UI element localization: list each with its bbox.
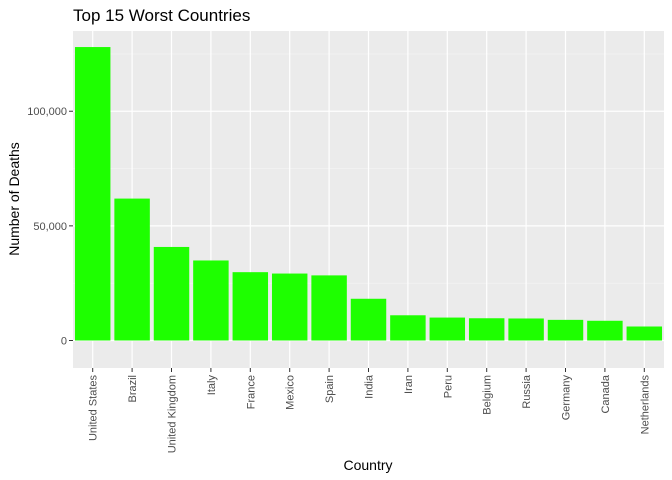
y-axis: 0 50,000 100,000 [27, 106, 73, 347]
x-tick-label: Peru [442, 375, 454, 398]
x-tick-label: France [245, 375, 257, 409]
bar [508, 318, 544, 341]
x-tick-label: United Kingdom [167, 375, 179, 453]
bar [74, 47, 111, 341]
bar [311, 275, 347, 341]
bar [547, 319, 584, 341]
x-axis-title: Country [343, 457, 392, 473]
chart-title: Top 15 Worst Countries [73, 6, 250, 25]
x-tick-label: Canada [600, 374, 612, 413]
bar [193, 260, 229, 341]
bar [626, 326, 663, 341]
x-tick-label: Russia [521, 374, 533, 409]
bar [153, 246, 190, 341]
bar [429, 317, 466, 341]
bar [390, 315, 426, 341]
x-tick-label: Mexico [285, 375, 297, 410]
bar [271, 273, 308, 341]
x-tick-label: Brazil [127, 375, 139, 403]
bar [350, 298, 387, 341]
bar [468, 318, 505, 341]
x-tick-label: Belgium [482, 375, 494, 415]
y-axis-title: Number of Deaths [6, 142, 22, 256]
x-axis: United States Brazil United Kingdom Italy Fr… [88, 368, 651, 453]
y-tick-label: 0 [61, 335, 67, 347]
x-tick-label: Iran [403, 375, 415, 394]
y-tick-label: 100,000 [27, 106, 67, 118]
bar [114, 198, 150, 341]
bars [74, 47, 663, 341]
x-tick-label: Netherlands [639, 375, 651, 435]
bar [232, 272, 269, 341]
x-tick-label: Germany [561, 375, 573, 421]
x-tick-label: Spain [324, 375, 336, 403]
x-tick-label: India [364, 374, 376, 399]
bar [587, 320, 623, 341]
x-tick-label: Italy [206, 375, 218, 396]
x-tick-label: United States [88, 375, 100, 442]
y-tick-label: 50,000 [33, 221, 67, 233]
